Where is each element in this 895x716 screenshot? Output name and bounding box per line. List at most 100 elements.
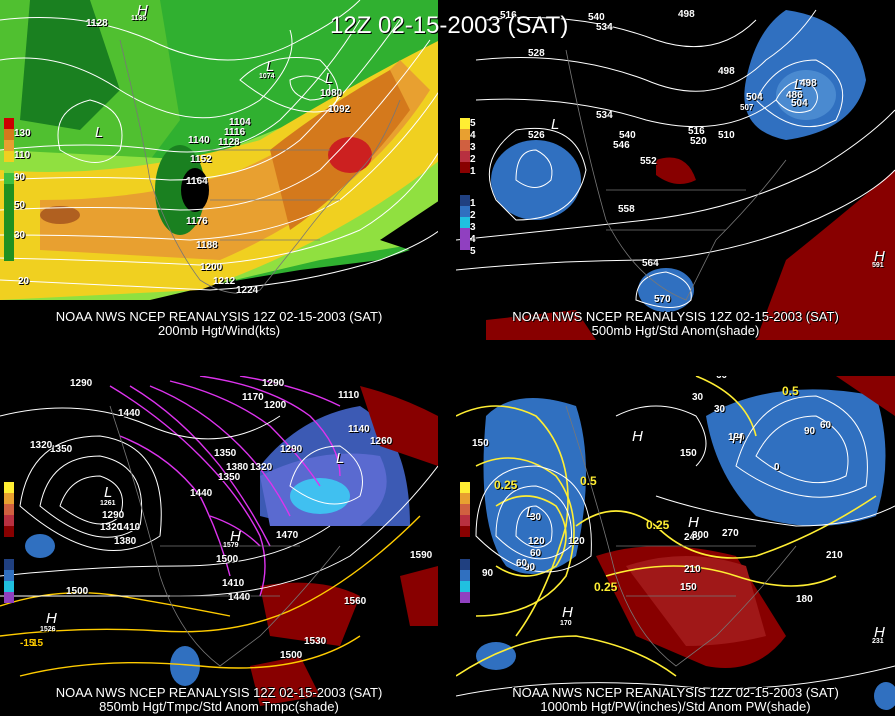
legend-swatch	[460, 195, 470, 206]
legend-swatch	[4, 548, 14, 559]
legend-label: 3	[470, 142, 476, 153]
contour-label: 526	[528, 130, 545, 141]
contour-label: 1380	[226, 462, 249, 473]
high-pressure-marker: H	[874, 248, 885, 265]
legend-label: 4	[470, 234, 476, 245]
high-pressure-marker: H	[230, 528, 241, 545]
low-pressure-marker: L	[325, 70, 334, 87]
contour-label: 1350	[50, 444, 73, 455]
high-pressure-marker: H	[732, 430, 743, 447]
low-pressure-marker: L	[794, 76, 803, 93]
pw-contour-label: 0.5	[782, 384, 799, 398]
contour-label: 504	[791, 98, 808, 109]
contour-label: 1188	[196, 240, 218, 251]
contour-label: 60	[530, 548, 542, 559]
contour-label: 1579	[223, 542, 239, 549]
contour-label: 180	[728, 432, 745, 443]
contour-label: 1500	[66, 586, 89, 597]
legend-swatch	[460, 239, 470, 250]
low-pressure-marker: L	[336, 450, 345, 467]
panel-200mb-height-wind: 130 110 90 50 30 1128 H 1135 L 1140 1152…	[0, 0, 438, 340]
contour-label: 546	[613, 140, 630, 151]
contour-label: 180	[796, 594, 813, 605]
legend-swatch	[460, 184, 470, 195]
contour-label: 1074	[259, 73, 275, 80]
high-pressure-marker: H	[688, 514, 699, 531]
contour-label: 1440	[190, 488, 213, 499]
contour-label: 1350	[218, 472, 241, 483]
legend-label: 90	[14, 172, 26, 183]
low-pressure-marker: L	[551, 116, 560, 133]
panel-subtitle: 850mb Hgt/Tmpc/Std Anom Tmpc(shade)	[99, 699, 339, 714]
contour-label: 540	[588, 12, 605, 23]
contour-label: 30	[714, 404, 726, 415]
contour-label: 150	[472, 438, 489, 449]
contour-label: 60	[820, 420, 832, 431]
pw-contour-label: 0.25	[646, 518, 670, 532]
legend-swatch	[4, 118, 14, 129]
legend-swatch	[460, 228, 470, 239]
temperature-label: -15	[20, 638, 35, 649]
legend-swatch	[460, 592, 470, 603]
map-1000mb	[456, 376, 895, 716]
contour-label: 534	[596, 22, 613, 33]
contour-label: 516	[500, 10, 517, 21]
legend-label: 1	[470, 198, 476, 209]
contour-label: 1224	[236, 285, 259, 296]
legend-swatch	[4, 151, 14, 162]
low-value-label: 1261	[100, 500, 116, 507]
legend-swatch	[460, 118, 470, 129]
contour-label: 1116	[224, 127, 246, 138]
contour-label: 1290	[280, 444, 303, 455]
contour-label: 504	[746, 92, 763, 103]
std-anomaly-legend	[460, 118, 470, 250]
legend-swatch	[4, 206, 14, 217]
contour-label: 1410	[222, 578, 245, 589]
contour-label: 1164	[186, 176, 208, 187]
std-anomaly-legend	[460, 482, 470, 603]
legend-swatch	[4, 592, 14, 603]
contour-label: 20	[18, 276, 30, 287]
legend-swatch	[460, 173, 470, 184]
contour-label: 1104	[229, 117, 251, 128]
legend-label: 3	[470, 222, 476, 233]
contour-label: 1080	[320, 88, 343, 99]
contour-label: 1140	[188, 135, 210, 146]
contour-label: 1530	[304, 636, 327, 647]
legend-swatch	[460, 526, 470, 537]
low-pressure-marker: L	[266, 58, 275, 75]
contour-label: 270	[722, 528, 739, 539]
legend-swatch	[460, 151, 470, 162]
panel-caption: NOAA NWS NCEP REANALYSIS 12Z 02-15-2003 …	[55, 685, 383, 700]
legend-label: 4	[470, 130, 476, 141]
contour-label: 300	[692, 530, 709, 541]
panel-caption: NOAA NWS NCEP REANALYSIS 12Z 02-15-2003 …	[512, 685, 839, 700]
legend-swatch	[4, 493, 14, 504]
contour-label: 1350	[214, 448, 237, 459]
high-pressure-marker: H	[137, 2, 148, 19]
legend-swatch	[4, 162, 14, 173]
contour-label: 1410	[118, 522, 141, 533]
legend-swatch	[4, 228, 14, 239]
contour-label: 1170	[242, 392, 264, 403]
legend-swatch	[460, 493, 470, 504]
contour-label: 1260	[370, 436, 393, 447]
contour-label: 1500	[280, 650, 303, 661]
std-anomaly-legend	[4, 482, 14, 603]
contour-label: 486	[786, 90, 803, 101]
legend-swatch	[460, 140, 470, 151]
contour-label: 1470	[276, 530, 299, 541]
contour-label: 90	[524, 562, 536, 573]
map-850mb	[0, 376, 438, 716]
contour-label: 558	[618, 204, 635, 215]
contour-label: 30	[692, 392, 704, 403]
legend-swatch	[4, 184, 14, 195]
high-pressure-marker: H	[46, 610, 57, 627]
contour-label: 120	[528, 536, 545, 547]
contour-label: 1290	[70, 378, 93, 389]
legend-label: 2	[470, 210, 476, 221]
contour-label: 1440	[118, 408, 141, 419]
contour-label: 1500	[216, 554, 239, 565]
contour-label: 516	[688, 126, 705, 137]
legend-swatch	[460, 217, 470, 228]
